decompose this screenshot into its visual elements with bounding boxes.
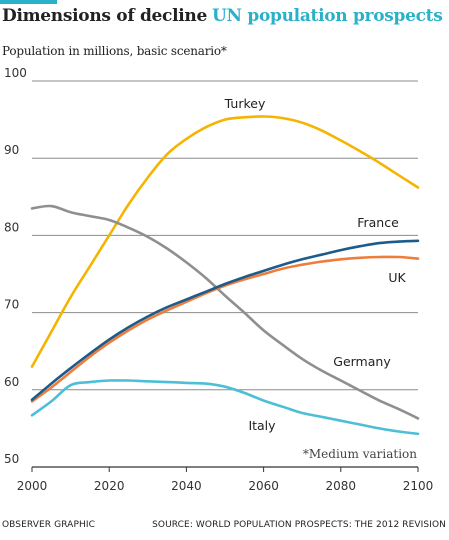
chart-title-sub: UN population prospects <box>212 6 443 26</box>
series-line-italy <box>30 379 420 436</box>
y-tick-label-50: 50 <box>4 452 19 466</box>
x-tick-label-2100: 2100 <box>403 479 434 493</box>
series-label-france: France <box>357 215 399 230</box>
top-accent-bar <box>0 0 57 4</box>
y-tick-label-90: 90 <box>4 143 19 157</box>
y-axis-tick-labels: 50 60 70 80 90 100 <box>4 66 27 466</box>
medium-variation-note: *Medium variation <box>303 447 417 461</box>
x-tick-label-2000: 2000 <box>17 479 48 493</box>
series-line-uk <box>30 255 420 403</box>
series-line-turkey <box>30 115 420 368</box>
y-tick-label-100: 100 <box>4 66 27 80</box>
x-tick-label-2040: 2040 <box>171 479 202 493</box>
y-tick-label-70: 70 <box>4 298 19 312</box>
footer-credit: OBSERVER GRAPHIC <box>2 520 95 530</box>
series-line-germany <box>30 204 420 420</box>
series-lines <box>30 115 420 436</box>
series-label-turkey: Turkey <box>224 96 266 111</box>
y-tick-label-60: 60 <box>4 375 19 389</box>
x-tick-label-2080: 2080 <box>326 479 357 493</box>
y-tick-label-80: 80 <box>4 220 19 234</box>
chart-title-main: Dimensions of decline <box>2 6 207 26</box>
x-axis: 2000 2020 2040 2060 2080 2100 <box>17 466 434 493</box>
series-label-germany: Germany <box>333 354 391 369</box>
footer-source: SOURCE: WORLD POPULATION PROSPECTS: THE … <box>152 520 446 530</box>
x-tick-label-2060: 2060 <box>248 479 279 493</box>
series-label-uk: UK <box>388 270 406 285</box>
series-labels: Turkey France UK Germany Italy <box>224 96 407 433</box>
series-line-france <box>30 239 420 402</box>
chart-title: Dimensions of decline UN population prosp… <box>2 6 443 26</box>
chart-subtitle: Population in millions, basic scenario* <box>2 44 227 58</box>
series-label-italy: Italy <box>248 418 276 433</box>
x-tick-label-2020: 2020 <box>94 479 125 493</box>
gridlines <box>32 80 418 391</box>
